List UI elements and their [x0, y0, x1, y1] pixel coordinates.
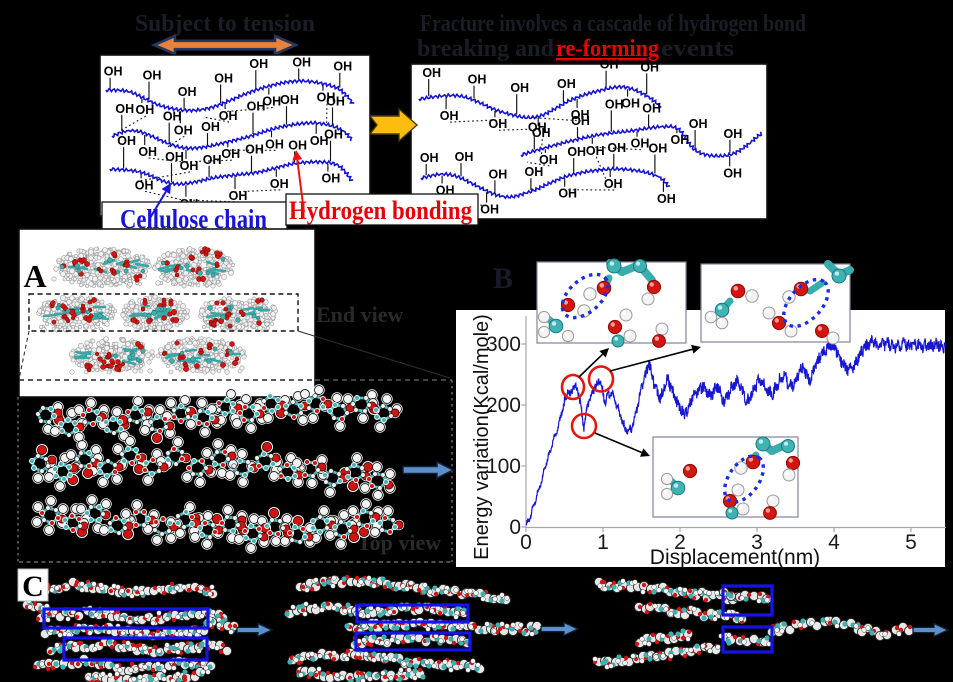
svg-text:1: 1	[597, 531, 609, 554]
svg-text:OH: OH	[136, 103, 155, 117]
svg-text:OH: OH	[671, 133, 690, 147]
svg-text:OH: OH	[607, 141, 626, 155]
svg-text:OH: OH	[333, 60, 352, 74]
svg-text:Displacement(nm): Displacement(nm)	[650, 546, 820, 569]
svg-text:OH: OH	[117, 134, 136, 148]
svg-text:OH: OH	[723, 166, 742, 180]
svg-text:OH: OH	[689, 117, 708, 131]
svg-text:Energy variation(Kcal/mole): Energy variation(Kcal/mole)	[471, 314, 493, 560]
svg-text:OH: OH	[510, 81, 529, 95]
svg-text:OH: OH	[468, 73, 487, 87]
svg-text:OH: OH	[229, 189, 248, 203]
svg-text:OH: OH	[455, 150, 474, 164]
svg-text:OH: OH	[640, 60, 659, 74]
svg-text:re-forming: re-forming	[556, 36, 659, 62]
svg-text:OH: OH	[143, 69, 162, 83]
svg-text:events: events	[661, 36, 734, 62]
svg-text:OH: OH	[203, 153, 222, 167]
svg-text:Fracture involves a cascade of: Fracture involves a cascade of hydrogen …	[420, 11, 807, 37]
svg-text:B: B	[493, 262, 513, 295]
svg-text:OH: OH	[567, 145, 586, 159]
svg-text:OH: OH	[600, 58, 619, 72]
svg-text:OH: OH	[440, 109, 459, 123]
svg-text:OH: OH	[115, 102, 134, 116]
svg-text:OH: OH	[280, 93, 299, 107]
svg-text:OH: OH	[180, 159, 199, 173]
svg-text:OH: OH	[528, 120, 547, 134]
svg-text:4: 4	[828, 531, 840, 554]
svg-text:OH: OH	[326, 94, 345, 108]
svg-text:OH: OH	[420, 151, 439, 165]
svg-text:OH: OH	[489, 167, 508, 181]
svg-text:OH: OH	[265, 137, 284, 151]
svg-text:End view: End view	[316, 302, 404, 327]
svg-text:OH: OH	[631, 137, 650, 151]
svg-text:OH: OH	[219, 109, 238, 123]
svg-text:OH: OH	[310, 134, 329, 148]
svg-text:OH: OH	[649, 142, 668, 156]
svg-text:OH: OH	[532, 126, 551, 140]
svg-text:OH: OH	[262, 95, 281, 109]
svg-text:OH: OH	[586, 144, 605, 158]
svg-text:OH: OH	[571, 108, 590, 122]
svg-text:OH: OH	[135, 178, 154, 192]
svg-text:OH: OH	[422, 66, 441, 80]
svg-text:OH: OH	[322, 172, 341, 186]
svg-text:OH: OH	[525, 165, 544, 179]
svg-text:OH: OH	[178, 85, 197, 99]
svg-text:A: A	[23, 258, 46, 294]
svg-text:OH: OH	[270, 177, 289, 191]
svg-text:5: 5	[905, 531, 917, 554]
svg-text:OH: OH	[221, 147, 240, 161]
svg-text:OH: OH	[201, 120, 220, 134]
svg-text:OH: OH	[292, 55, 311, 69]
svg-text:Subject to tension: Subject to tension	[135, 11, 315, 37]
svg-text:breaking and: breaking and	[417, 36, 555, 62]
svg-text:OH: OH	[247, 100, 266, 114]
svg-text:OH: OH	[245, 143, 264, 157]
svg-text:OH: OH	[163, 110, 182, 124]
svg-text:OH: OH	[324, 128, 343, 142]
svg-text:OH: OH	[724, 127, 743, 141]
svg-text:OH: OH	[214, 71, 233, 85]
svg-text:OH: OH	[605, 97, 624, 111]
svg-text:OH: OH	[489, 117, 508, 131]
svg-text:OH: OH	[557, 77, 576, 91]
svg-text:C: C	[22, 570, 44, 603]
svg-text:OH: OH	[138, 145, 157, 159]
svg-text:OH: OH	[288, 138, 307, 152]
svg-text:OH: OH	[480, 203, 499, 217]
svg-text:OH: OH	[558, 187, 577, 201]
svg-text:OH: OH	[621, 97, 640, 111]
svg-text:OH: OH	[657, 192, 676, 206]
svg-text:OH: OH	[317, 91, 336, 105]
svg-text:Hydrogen bonding: Hydrogen bonding	[289, 196, 472, 225]
svg-text:OH: OH	[642, 101, 661, 115]
svg-text:OH: OH	[165, 150, 184, 164]
svg-text:OH: OH	[539, 153, 558, 167]
svg-text:OH: OH	[249, 57, 268, 71]
svg-text:OH: OH	[104, 65, 123, 79]
svg-text:OH: OH	[174, 123, 193, 137]
svg-text:OH: OH	[604, 177, 623, 191]
svg-text:0: 0	[520, 531, 532, 554]
